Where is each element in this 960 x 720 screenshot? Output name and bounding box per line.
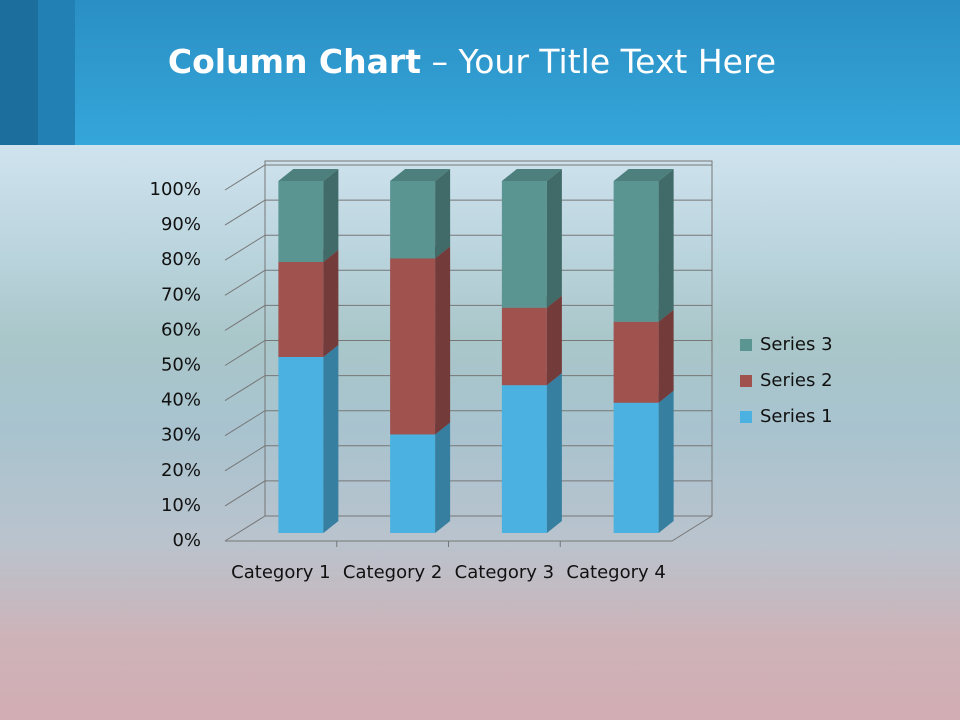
bar-side: [546, 373, 562, 533]
legend-label: Series 2: [760, 370, 833, 391]
grid-line: [224, 340, 712, 366]
grid-line: [224, 164, 712, 191]
bar-top: [501, 169, 562, 181]
y-tick-label: 40%: [161, 390, 201, 411]
x-tick-label: Category 1: [231, 562, 331, 583]
bar-side: [323, 169, 339, 262]
grid-line: [224, 234, 712, 261]
bar-side: [546, 169, 562, 308]
bar-top: [278, 169, 339, 181]
y-tick-label: 30%: [161, 425, 201, 446]
bar: [278, 181, 324, 262]
legend-swatch: [740, 411, 752, 423]
bar-side: [658, 390, 674, 533]
x-tick-label: Category 3: [454, 562, 555, 583]
bar-top: [390, 169, 451, 181]
bar-side: [658, 309, 674, 403]
y-tick-label: 60%: [161, 319, 201, 340]
grid-line: [224, 480, 712, 507]
y-tick-label: 0%: [172, 530, 201, 551]
bar-side: [546, 295, 562, 386]
y-tick-label: 100%: [150, 179, 201, 200]
y-tick-label: 10%: [161, 495, 201, 516]
bar-side: [435, 246, 451, 435]
grid-line: [224, 375, 712, 402]
bar: [390, 434, 436, 533]
bar: [390, 181, 436, 259]
grid-line: [224, 445, 712, 472]
legend-label: Series 3: [760, 334, 833, 355]
bar-top: [613, 169, 674, 181]
y-tick-label: 20%: [161, 460, 201, 481]
bar: [501, 385, 547, 533]
bar-side: [323, 345, 339, 533]
stripe: [0, 0, 38, 145]
grid-line: [224, 304, 712, 331]
bar: [613, 402, 659, 533]
bar-side: [658, 169, 674, 322]
grid-line: [224, 199, 712, 226]
title-rest: – Your Title Text Here: [431, 42, 777, 81]
y-tick-label: 80%: [161, 249, 201, 270]
grid-line: [224, 515, 712, 542]
legend-swatch: [740, 375, 752, 387]
bar: [613, 181, 659, 322]
bar-side: [323, 249, 339, 357]
floor: [225, 515, 713, 542]
stripe: [38, 0, 75, 145]
y-tick-label: 90%: [161, 214, 201, 235]
header: Column Chart – Your Title Text Here: [0, 0, 960, 145]
x-tick-label: Category 4: [566, 562, 666, 583]
bar: [501, 181, 547, 308]
bar: [501, 307, 547, 386]
grid-line: [224, 410, 712, 437]
bar: [390, 258, 436, 435]
bar: [278, 261, 324, 357]
title: Column Chart – Your Title Text Here: [0, 42, 944, 81]
title-bold: Column Chart: [167, 42, 421, 81]
legend-label: Series 1: [760, 406, 833, 427]
grid-line: [224, 269, 712, 296]
y-tick-label: 50%: [161, 355, 201, 376]
x-tick-label: Category 2: [342, 562, 443, 583]
bar: [278, 357, 324, 533]
bar: [613, 321, 659, 403]
legend-swatch: [740, 339, 752, 351]
bar-side: [435, 422, 451, 533]
bar-side: [435, 169, 451, 259]
y-tick-label: 70%: [161, 284, 201, 305]
